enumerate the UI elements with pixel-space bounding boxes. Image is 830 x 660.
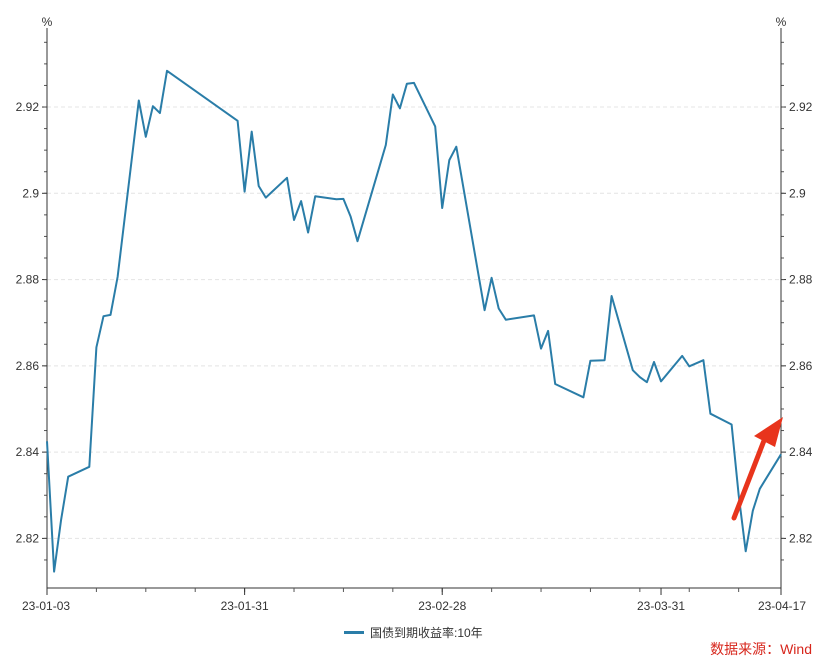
y-tick-label-right: 2.92 [789, 100, 813, 114]
annotation-arrow-shaft [731, 435, 768, 521]
y-tick-label-left: 2.92 [16, 100, 40, 114]
y-tick-label-left: 2.9 [22, 186, 39, 200]
x-tick-label: 23-02-28 [418, 599, 466, 613]
x-tick-label: 23-01-31 [221, 599, 269, 613]
annotation-arrow-head [754, 417, 783, 447]
y-unit-right: % [776, 15, 787, 29]
x-tick-label: 23-04-17 [758, 599, 806, 613]
source-note: 数据来源：Wind [710, 641, 812, 657]
series-line [46, 69, 782, 573]
y-tick-label-left: 2.86 [16, 359, 40, 373]
y-tick-label-right: 2.82 [789, 531, 813, 545]
legend-label: 国债到期收益率:10年 [370, 625, 483, 640]
y-tick-label-right: 2.88 [789, 273, 813, 287]
legend-swatch [344, 630, 364, 634]
legend[interactable]: 国债到期收益率:10年 [344, 623, 483, 641]
y-tick-label-left: 2.84 [16, 445, 40, 459]
y-tick-label-right: 2.86 [789, 359, 813, 373]
x-tick-label: 23-03-31 [637, 599, 685, 613]
y-tick-label-left: 2.88 [16, 273, 40, 287]
x-tick-label: 23-01-03 [22, 599, 70, 613]
y-tick-label-right: 2.84 [789, 445, 813, 459]
y-unit-left: % [42, 15, 53, 29]
y-tick-label-left: 2.82 [16, 531, 40, 545]
y-tick-label-right: 2.9 [789, 186, 806, 200]
line-chart: 2.82 2.82 2.84 2.84 2.86 2.86 2.88 2.88 2.9 2.9 2.… [16, 15, 813, 613]
